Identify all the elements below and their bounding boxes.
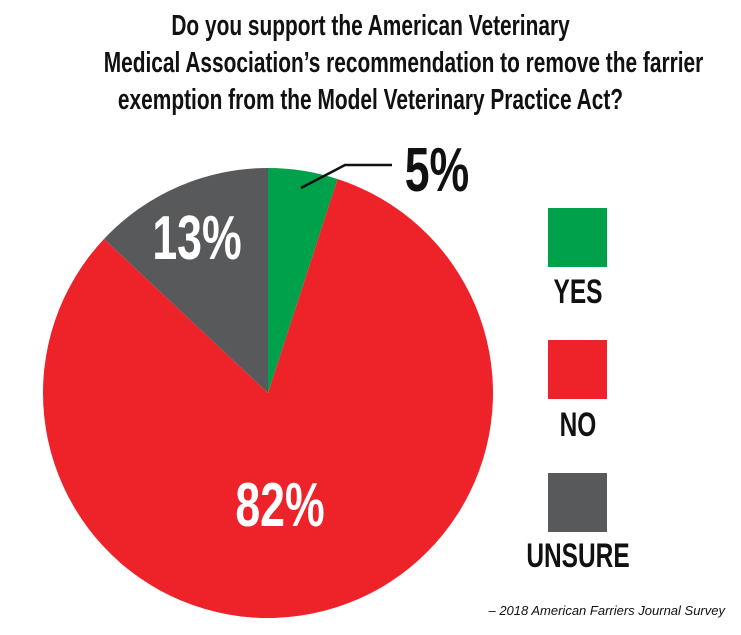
pie-slice-unsure	[103, 168, 268, 393]
chart-title: Do you support the American Veterinary M…	[0, 8, 741, 119]
title-line-3: exemption from the Model Veterinary Prac…	[117, 84, 624, 116]
legend-swatch-unsure	[548, 473, 607, 532]
legend-swatch-no	[548, 340, 607, 399]
legend-label-no: NO	[560, 406, 597, 444]
yes-callout-line	[300, 163, 392, 190]
data-label-unsure: 13%	[152, 204, 241, 273]
legend-label-yes: YES	[554, 273, 603, 311]
title-line-1: Do you support the American Veterinary	[171, 10, 570, 42]
data-label-yes: 5%	[405, 136, 470, 205]
legend-label-unsure: UNSURE	[526, 537, 629, 575]
source-note: – 2018 American Farriers Journal Survey	[488, 603, 725, 618]
pie-slice-yes	[268, 168, 338, 393]
data-label-no: 82%	[235, 471, 324, 540]
pie-slice-no	[42, 179, 494, 619]
legend-swatch-yes	[548, 208, 607, 267]
title-line-2: Medical Association’s recommendation to …	[103, 47, 704, 79]
